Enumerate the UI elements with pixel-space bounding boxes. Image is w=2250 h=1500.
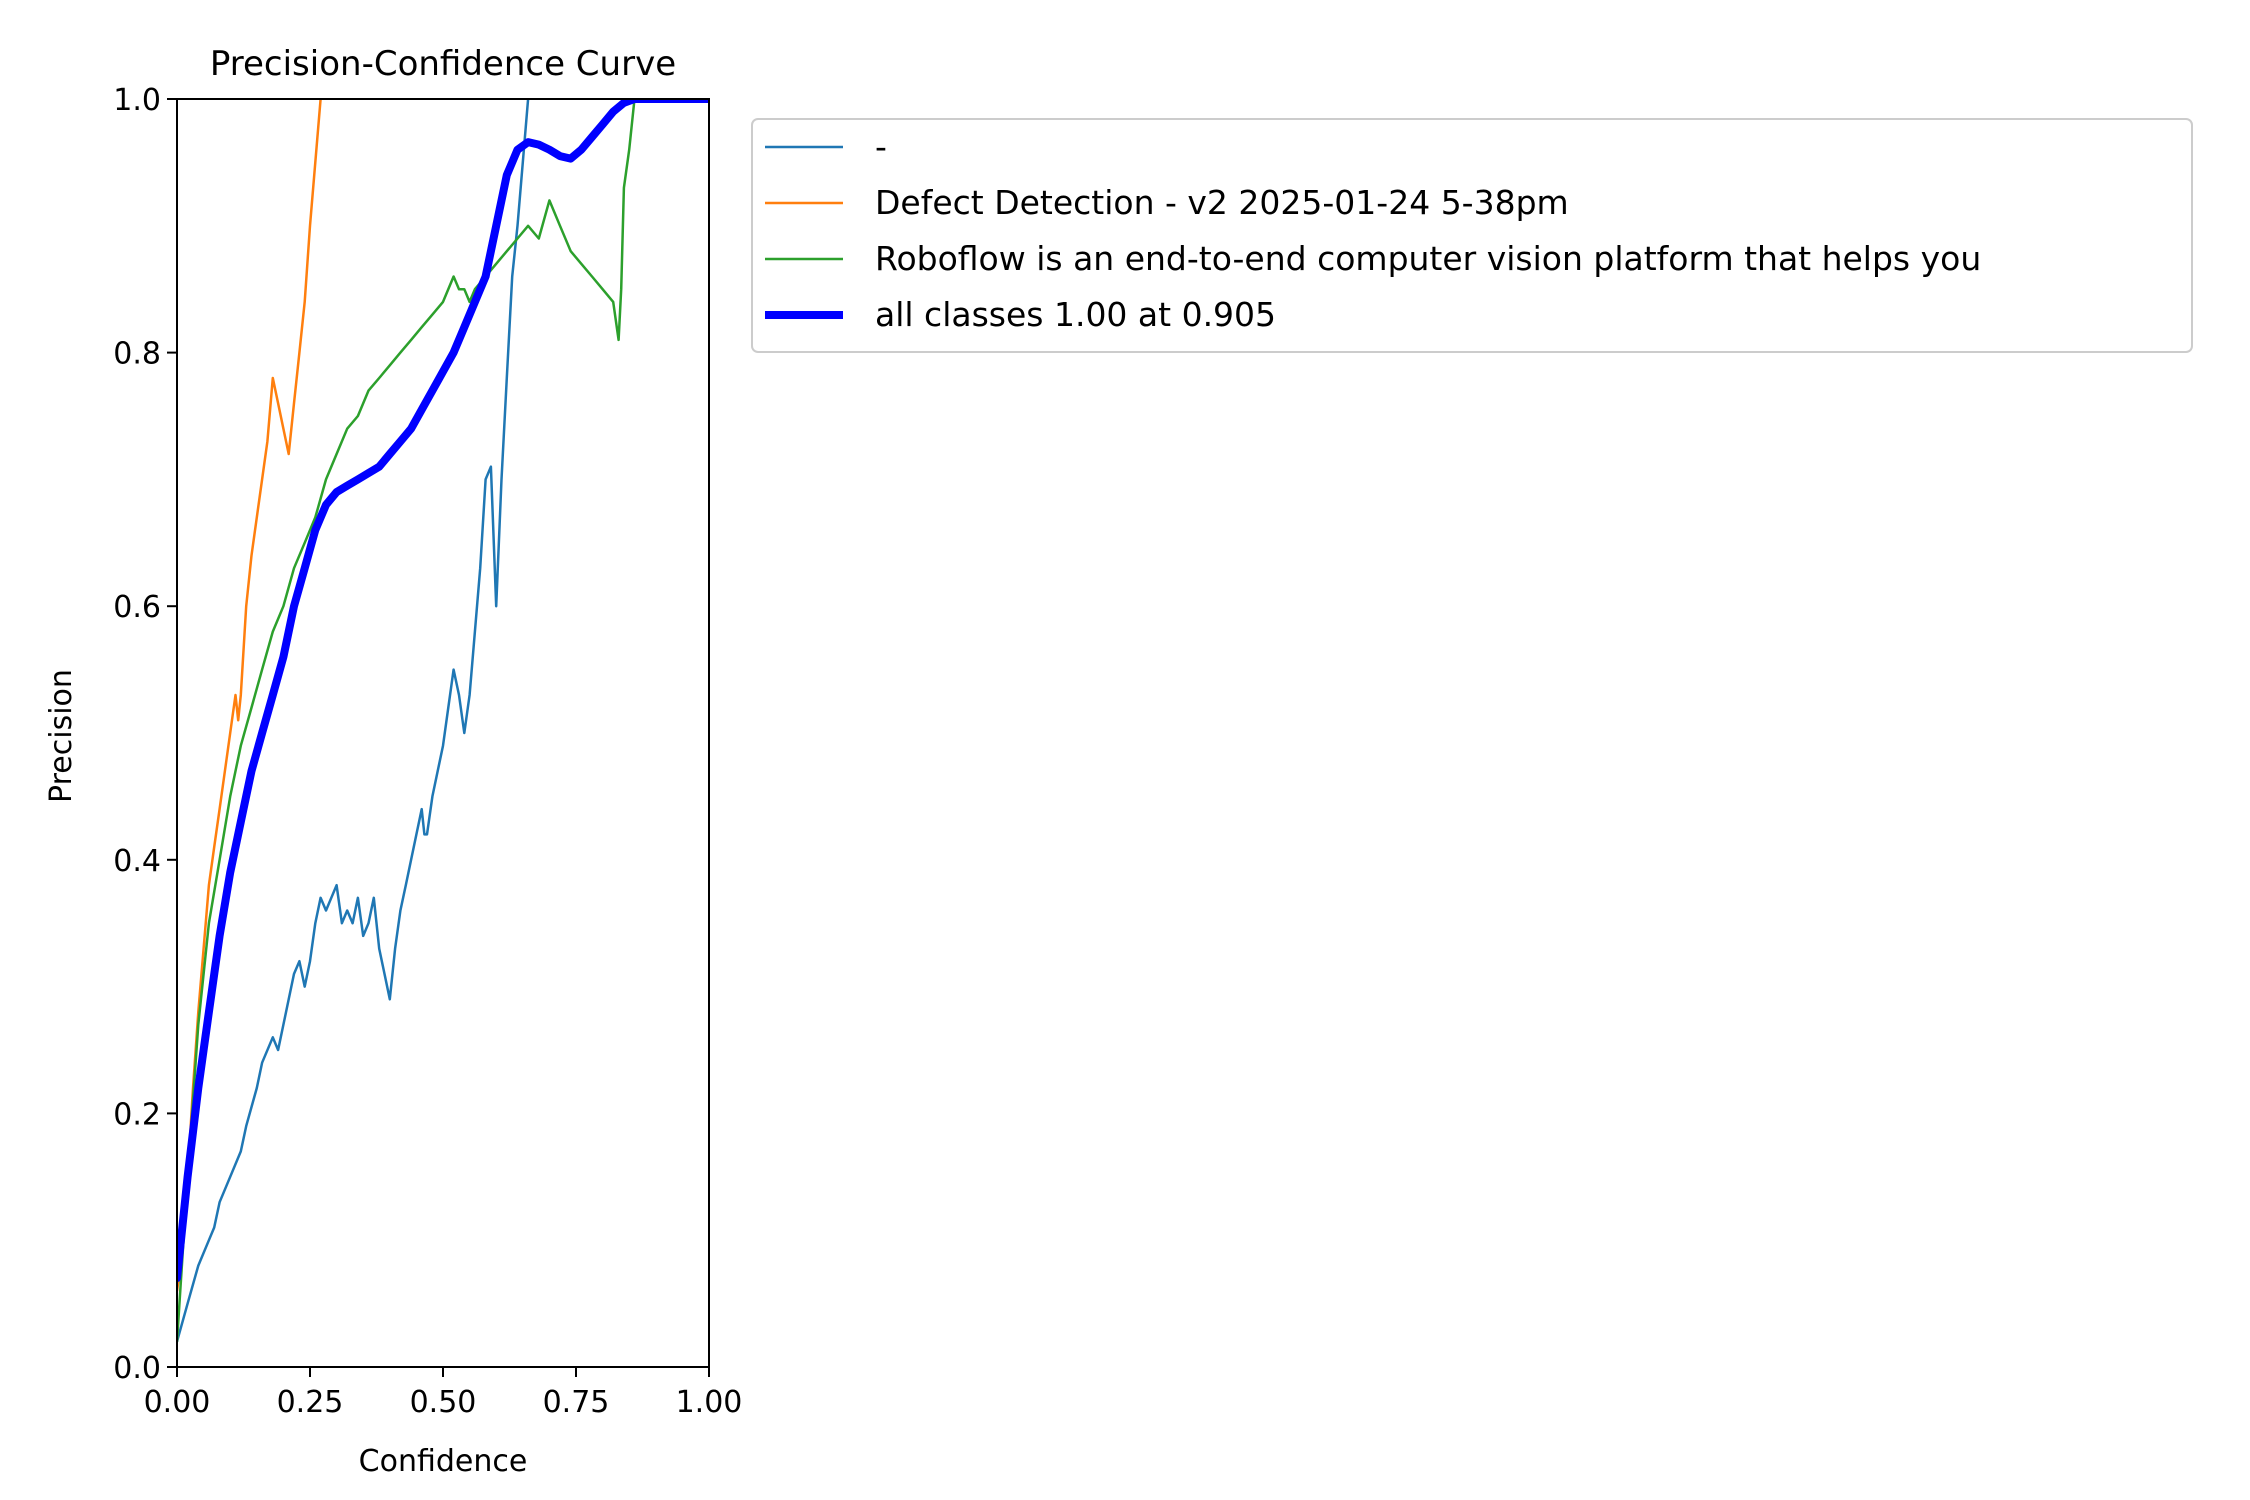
series-line-1 xyxy=(177,99,322,1293)
y-tick-label: 0.8 xyxy=(113,337,161,372)
y-axis: 0.0 0.2 0.4 0.6 0.8 1.0 xyxy=(113,83,177,1386)
y-tick-label: 0.0 xyxy=(113,1351,161,1386)
y-axis-label: Precision xyxy=(44,669,79,803)
legend-label-0: - xyxy=(875,127,887,166)
x-tick-label: 0.00 xyxy=(144,1385,211,1420)
legend-label-2: Roboflow is an end-to-end computer visio… xyxy=(875,239,1981,278)
legend-frame xyxy=(751,118,2193,353)
x-tick-label: 0.50 xyxy=(410,1385,477,1420)
x-axis: 0.00 0.25 0.50 0.75 1.00 xyxy=(144,1367,743,1420)
legend-label-3: all classes 1.00 at 0.905 xyxy=(875,295,1276,334)
x-tick-label: 1.00 xyxy=(676,1385,743,1420)
chart-title: Precision-Confidence Curve xyxy=(210,44,676,84)
y-tick-label: 0.4 xyxy=(113,844,161,879)
series-layer xyxy=(177,99,709,1343)
y-tick-label: 0.2 xyxy=(113,1097,161,1132)
y-tick-label: 0.6 xyxy=(113,590,161,625)
x-tick-label: 0.75 xyxy=(543,1385,610,1420)
series-line-0 xyxy=(177,99,530,1343)
legend-label-1: Defect Detection - v2 2025-01-24 5-38pm xyxy=(875,183,1569,222)
y-tick-label: 1.0 xyxy=(113,83,161,118)
x-tick-label: 0.25 xyxy=(277,1385,344,1420)
series-line-2 xyxy=(177,99,636,1343)
legend: - Defect Detection - v2 2025-01-24 5-38pm… xyxy=(751,118,2193,353)
series-line-3 xyxy=(177,99,709,1283)
x-axis-label: Confidence xyxy=(359,1444,528,1479)
